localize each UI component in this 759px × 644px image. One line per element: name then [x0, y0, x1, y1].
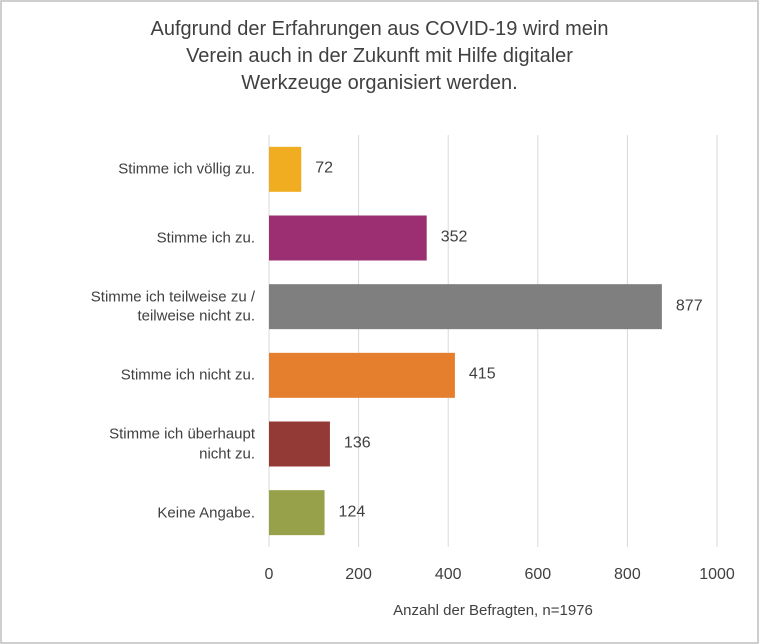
y-tick-label: Stimme ich teilweise zu / teilweise nich…	[90, 288, 255, 325]
y-tick-label: Stimme ich nicht zu.	[120, 366, 255, 384]
chart-title: Aufgrund der Erfahrungen aus COVID-19 wi…	[150, 18, 609, 94]
bar	[269, 146, 302, 192]
y-tick-label: Stimme ich völlig zu.	[118, 160, 255, 178]
x-tick-label: 800	[614, 566, 641, 583]
value-label: 415	[468, 365, 496, 383]
bar	[269, 352, 455, 398]
value-label: 124	[338, 503, 366, 521]
value-label: 877	[675, 297, 703, 315]
bar	[269, 215, 427, 261]
y-tick-label: Stimme ich überhaupt nicht zu.	[109, 425, 255, 463]
x-tick-label: 600	[524, 566, 552, 583]
x-tick-label: 200	[345, 566, 372, 583]
x-tick-label: 0	[264, 566, 274, 583]
value-label: 352	[440, 228, 468, 246]
x-tick-label: 400	[434, 566, 462, 583]
value-label: 72	[315, 159, 334, 177]
y-tick-label: Keine Angabe.	[157, 503, 255, 521]
value-label: 136	[343, 434, 371, 452]
bar	[269, 490, 325, 536]
y-tick-label: Stimme ich zu.	[156, 229, 255, 247]
bar	[269, 421, 330, 467]
bar	[269, 284, 662, 330]
x-tick-label: 1000	[699, 566, 735, 583]
x-axis-label: Anzahl der Befragten, n=1976	[393, 602, 593, 619]
